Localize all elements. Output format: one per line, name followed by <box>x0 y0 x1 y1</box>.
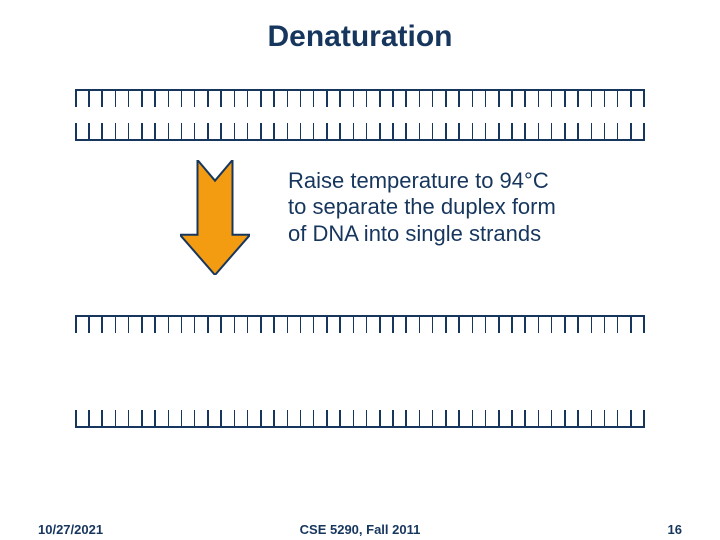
footer-page: 16 <box>668 522 682 537</box>
dna-strand-2 <box>75 123 645 141</box>
dna-teeth <box>75 410 645 426</box>
down-arrow-icon <box>180 160 250 275</box>
slide-title-text: Denaturation <box>267 20 452 53</box>
dna-backbone <box>75 426 645 428</box>
description-line-2: to separate the duplex form <box>288 194 556 220</box>
dna-strand-3 <box>75 315 645 333</box>
dna-backbone <box>75 139 645 141</box>
slide-title: Denaturation <box>0 20 720 54</box>
description-line-1: Raise temperature to 94°C <box>288 168 556 194</box>
dna-strand-1 <box>75 89 645 107</box>
down-arrow <box>180 160 250 280</box>
footer-course: CSE 5290, Fall 2011 <box>0 522 720 537</box>
dna-strand-4 <box>75 410 645 428</box>
dna-teeth <box>75 123 645 139</box>
slide: Denaturation Raise temperature to 94°C t… <box>0 0 720 540</box>
dna-teeth <box>75 317 645 333</box>
description-line-3: of DNA into single strands <box>288 221 556 247</box>
description-text: Raise temperature to 94°C to separate th… <box>288 168 556 247</box>
dna-teeth <box>75 91 645 107</box>
